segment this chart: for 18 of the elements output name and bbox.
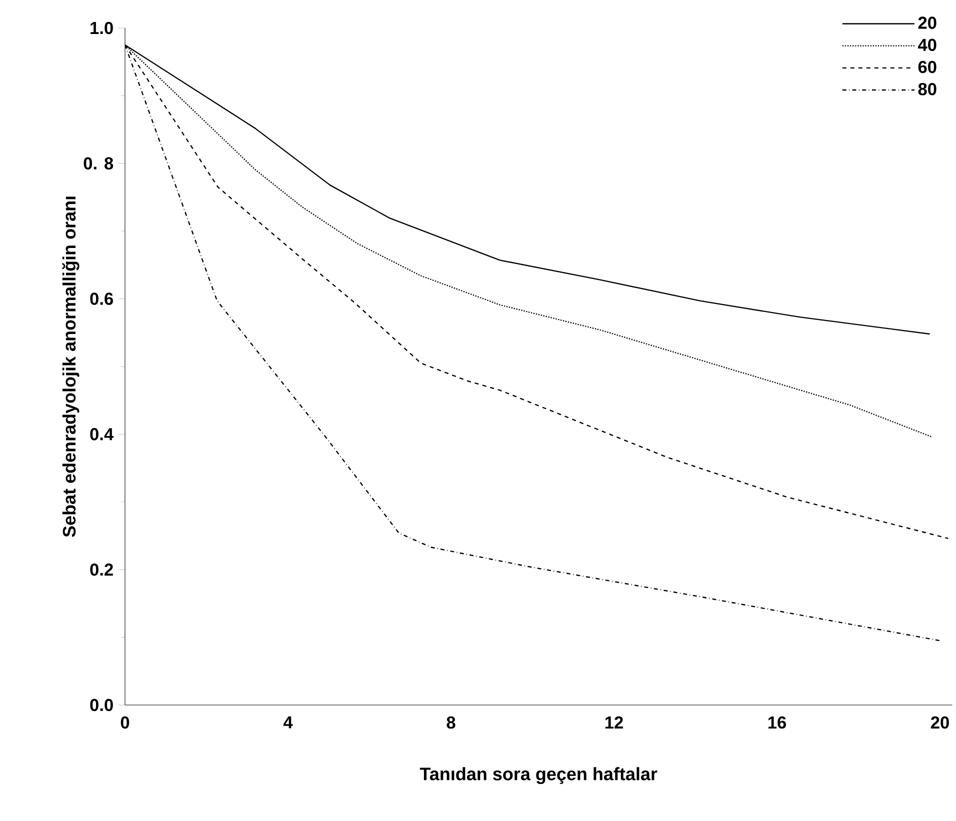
y-tick-label: 0.4 (90, 428, 114, 440)
y-tick-label: 0.2 (90, 563, 113, 576)
x-tick-label: 16 (768, 716, 786, 729)
x-tick-label: 4 (283, 716, 293, 728)
legend-label: 40 (918, 38, 936, 52)
legend-label: 20 (918, 16, 936, 29)
x-axis-title: Tanıdan sora geçen haftalar (420, 767, 658, 784)
y-tick-label: 0.0 (90, 698, 113, 712)
x-tick-label: 12 (605, 716, 623, 728)
legend-label: 60 (918, 60, 936, 74)
y-tick-label: 1.0 (90, 22, 113, 34)
y-tick-label: 0.6 (90, 292, 113, 305)
x-tick-label: 20 (930, 716, 949, 729)
y-axis-title: Sebat edenradyolojik anormalliğin oranı (62, 196, 80, 538)
legend-label: 80 (918, 82, 936, 96)
y-tick-label: 0. 8 (84, 157, 114, 170)
x-tick-label: 0 (120, 716, 130, 729)
x-tick-label: 8 (446, 716, 456, 729)
